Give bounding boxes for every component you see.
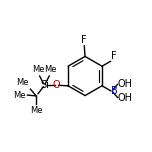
Text: O: O	[53, 80, 61, 90]
Text: Me: Me	[30, 106, 42, 115]
Text: F: F	[81, 35, 87, 45]
Text: Me: Me	[13, 91, 26, 100]
Text: Si: Si	[40, 80, 49, 90]
Text: Me: Me	[32, 65, 44, 74]
Text: Me: Me	[16, 78, 29, 87]
Text: Me: Me	[45, 65, 57, 74]
Text: OH: OH	[118, 93, 133, 103]
Text: OH: OH	[118, 79, 133, 89]
Text: F: F	[111, 51, 117, 61]
Text: B: B	[111, 86, 118, 96]
